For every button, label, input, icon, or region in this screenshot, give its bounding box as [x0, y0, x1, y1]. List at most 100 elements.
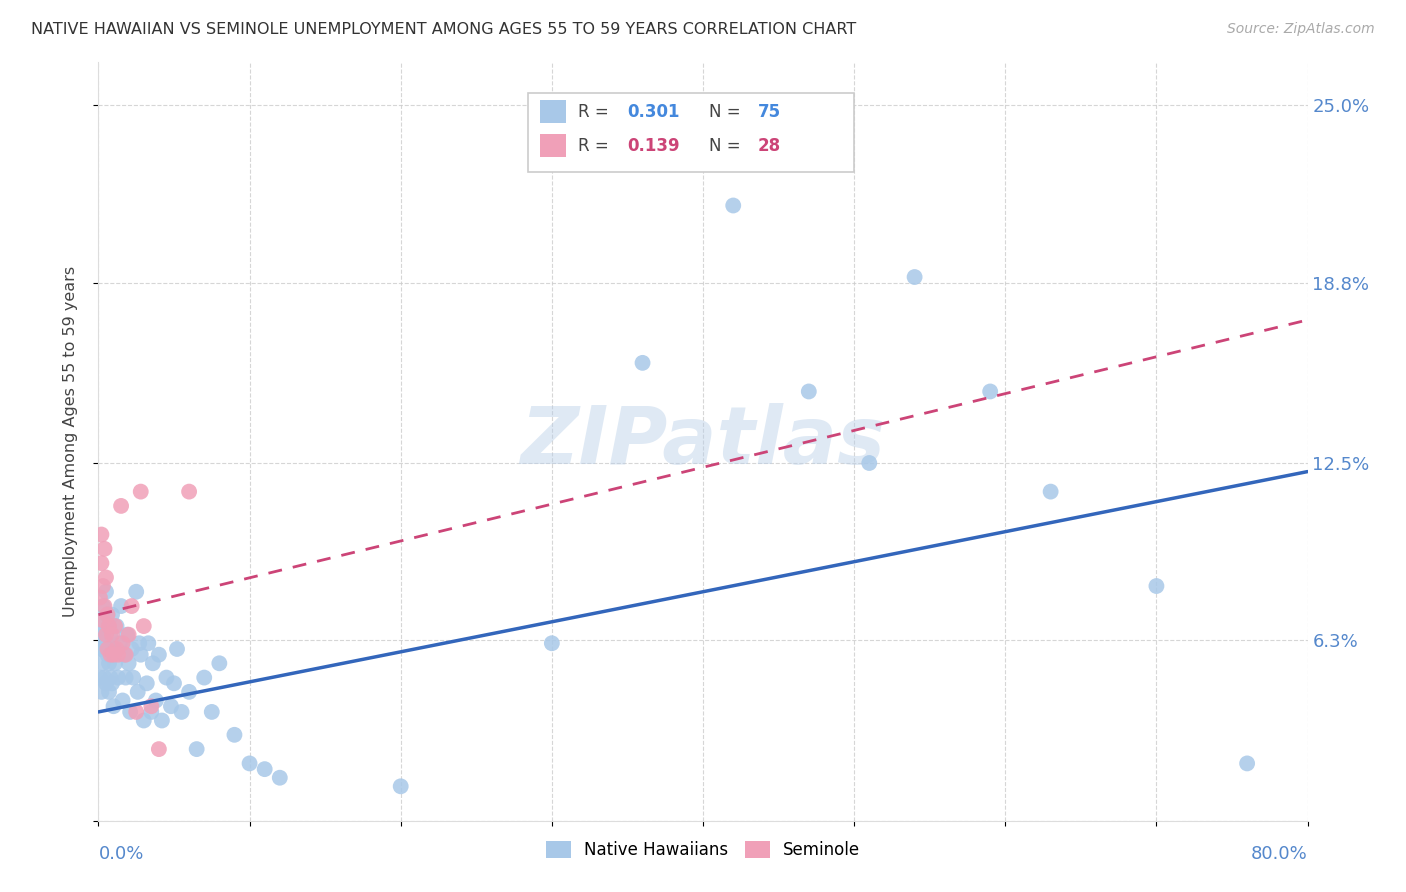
Point: [125, 705, 148, 719]
Point: [107, 671, 129, 685]
Point: [160, 699, 183, 714]
Point: [96, 642, 118, 657]
Point: [631, 356, 654, 370]
Point: [114, 671, 136, 685]
Point: [90, 527, 112, 541]
Point: [107, 648, 129, 662]
Text: NATIVE HAWAIIAN VS SEMINOLE UNEMPLOYMENT AMONG AGES 55 TO 59 YEARS CORRELATION C: NATIVE HAWAIIAN VS SEMINOLE UNEMPLOYMENT…: [31, 22, 856, 37]
Point: [103, 648, 125, 662]
Point: [145, 693, 167, 707]
Point: [120, 705, 142, 719]
Text: 0.301: 0.301: [627, 103, 679, 120]
Point: [98, 619, 121, 633]
Point: [150, 714, 173, 728]
Point: [89, 591, 111, 605]
Point: [253, 762, 276, 776]
Point: [101, 607, 124, 622]
Point: [1236, 756, 1258, 771]
FancyBboxPatch shape: [527, 93, 855, 172]
Point: [98, 685, 121, 699]
Point: [96, 607, 118, 622]
Point: [93, 642, 115, 657]
Point: [132, 619, 155, 633]
Point: [540, 636, 562, 650]
Point: [239, 756, 262, 771]
Point: [904, 270, 927, 285]
Point: [129, 484, 152, 499]
Text: R =: R =: [578, 136, 609, 155]
Point: [91, 599, 114, 613]
Point: [108, 636, 131, 650]
Point: [94, 584, 117, 599]
Point: [93, 599, 115, 613]
Text: 0.139: 0.139: [627, 136, 679, 155]
Legend: Native Hawaiians, Seminole: Native Hawaiians, Seminole: [538, 834, 868, 865]
Point: [89, 628, 111, 642]
Point: [96, 648, 118, 662]
Point: [112, 648, 135, 662]
Point: [94, 636, 117, 650]
Point: [103, 699, 125, 714]
Point: [114, 648, 136, 662]
Point: [166, 642, 188, 657]
Point: [100, 648, 122, 662]
Point: [90, 613, 112, 627]
Point: [121, 642, 143, 657]
Point: [128, 636, 150, 650]
Point: [129, 648, 152, 662]
Point: [104, 657, 127, 671]
Point: [94, 676, 117, 690]
Point: [91, 613, 114, 627]
Point: [179, 685, 201, 699]
Point: [101, 628, 124, 642]
Point: [118, 657, 141, 671]
Point: [1039, 484, 1062, 499]
Text: Source: ZipAtlas.com: Source: ZipAtlas.com: [1227, 22, 1375, 37]
Point: [91, 657, 114, 671]
Point: [1144, 579, 1167, 593]
Text: N =: N =: [709, 136, 741, 155]
Text: 28: 28: [758, 136, 780, 155]
Point: [111, 693, 134, 707]
Point: [148, 742, 170, 756]
Bar: [540, 135, 567, 157]
Point: [135, 676, 157, 690]
Point: [125, 584, 148, 599]
Point: [224, 728, 246, 742]
Point: [118, 628, 141, 642]
Point: [155, 671, 177, 685]
Point: [142, 657, 165, 671]
Point: [98, 619, 121, 633]
Point: [127, 685, 149, 699]
Text: R =: R =: [578, 103, 609, 120]
Point: [208, 657, 231, 671]
Point: [91, 579, 114, 593]
Point: [122, 671, 145, 685]
Point: [115, 628, 138, 642]
Text: 80.0%: 80.0%: [1251, 845, 1308, 863]
Point: [89, 671, 111, 685]
Point: [186, 742, 208, 756]
Y-axis label: Unemployment Among Ages 55 to 59 years: Unemployment Among Ages 55 to 59 years: [63, 266, 77, 617]
Point: [269, 771, 291, 785]
Point: [105, 642, 128, 657]
Point: [93, 671, 115, 685]
Point: [179, 484, 201, 499]
Point: [90, 556, 112, 570]
Point: [201, 705, 224, 719]
Point: [98, 657, 121, 671]
Point: [141, 699, 163, 714]
Point: [90, 642, 112, 657]
Point: [858, 456, 880, 470]
Text: 0.0%: 0.0%: [98, 845, 143, 863]
Point: [170, 705, 193, 719]
Point: [93, 541, 115, 556]
Point: [110, 499, 132, 513]
Point: [101, 676, 124, 690]
Point: [723, 198, 745, 212]
Point: [148, 648, 170, 662]
Point: [111, 636, 134, 650]
Point: [132, 714, 155, 728]
Point: [90, 685, 112, 699]
Point: [141, 705, 163, 719]
